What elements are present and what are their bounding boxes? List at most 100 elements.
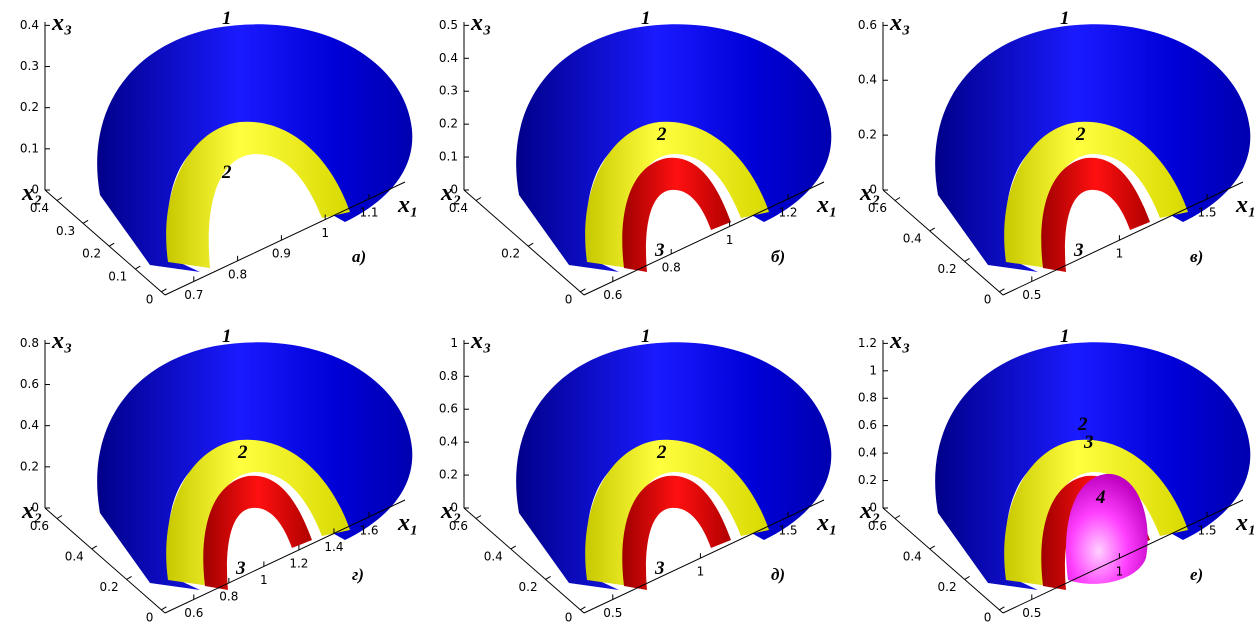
x2-tick [92, 546, 97, 549]
x3-tick-label: 0.2 [20, 459, 39, 473]
x2-tick [511, 546, 516, 549]
surface-label: 1 [1060, 326, 1070, 347]
x3-tick-label: 1.2 [858, 336, 877, 350]
surface-label: 2 [237, 442, 248, 463]
x1-tick-label: 1.1 [359, 205, 378, 219]
x2-tick [161, 607, 166, 610]
x1-tick-label: 1.2 [289, 556, 308, 570]
x2-tick-label: 0 [146, 292, 154, 306]
x2-tick [127, 576, 132, 579]
x2-tick [83, 220, 88, 223]
x3-tick-label: 0.4 [20, 18, 39, 32]
x2-tick [895, 198, 900, 201]
x3-tick-label: 0.3 [20, 59, 39, 73]
x2-tick [546, 576, 551, 579]
x2-tick [930, 546, 935, 549]
x1-tick-label: 1.5 [778, 523, 797, 537]
x1-tick-label: 1.2 [778, 205, 797, 219]
panel-letter: е) [1190, 565, 1203, 584]
x3-tick-label: 0.8 [20, 336, 39, 350]
x2-tick-label: 0.4 [65, 549, 84, 563]
x1-tick-label: 1 [726, 233, 734, 247]
x2-tick-label: 0.1 [108, 270, 127, 284]
x3-tick-label: 0.4 [858, 446, 877, 460]
x1-label: x₁ [1235, 192, 1256, 218]
surface-label: 2 [656, 124, 667, 145]
x3-tick-label: 0.1 [439, 150, 458, 164]
x1-tick-label: 0.6 [603, 288, 622, 302]
x1-tick-label: 1 [1116, 247, 1124, 261]
x3-tick-label: 0.2 [439, 468, 458, 482]
surface-label: 3 [654, 240, 665, 261]
x2-tick-label: 0 [984, 610, 992, 624]
x3-tick-label: 0.6 [439, 402, 458, 416]
x3-tick-label: 0.5 [439, 18, 458, 32]
x2-tick [135, 266, 140, 269]
x2-tick-label: 0.4 [903, 549, 922, 563]
x3-tick-label: 0.4 [20, 418, 39, 432]
x3-tick-label: 0.6 [20, 377, 39, 391]
panel-letter: г) [352, 565, 364, 584]
x2-tick [161, 289, 166, 292]
x1-tick-label: 1.5 [1197, 523, 1216, 537]
x2-tick [528, 243, 533, 246]
x3-tick-label: 0.6 [858, 18, 877, 32]
x2-tick [476, 198, 481, 201]
x2-tick-label: 0.2 [938, 262, 957, 276]
x2-tick-label: 0.2 [938, 580, 957, 594]
panel: 00.20.40.60.800.20.40.60.60.811.21.41.6x… [20, 326, 418, 624]
x1-label: x₁ [397, 510, 418, 536]
panel-letter: в) [1190, 247, 1203, 266]
x3-tick-label: 0.2 [858, 473, 877, 487]
x1-label: x₁ [1235, 510, 1256, 536]
x1-label: x₁ [816, 510, 837, 536]
x1-tick-label: 0.8 [228, 267, 247, 281]
x3-label: x₃ [470, 10, 491, 36]
x2-tick [476, 516, 481, 519]
x1-tick-label: 0.5 [1022, 606, 1041, 620]
x3-tick-label: 0.4 [858, 73, 877, 87]
x1-tick-label: 0.8 [662, 260, 681, 274]
x1-tick-label: 1.5 [1197, 205, 1216, 219]
x1-tick-label: 0.7 [184, 288, 203, 302]
x2-tick [580, 607, 585, 610]
surface-label: 2 [1075, 124, 1086, 145]
surface-label: 2 [656, 442, 667, 463]
x2-label: x₂ [440, 180, 461, 206]
x2-tick-label: 0.4 [903, 231, 922, 245]
surface-label: 3 [1073, 240, 1084, 261]
surface-label: 1 [1060, 8, 1070, 29]
x2-label: x₂ [859, 498, 880, 524]
panel-letter: б) [771, 247, 785, 266]
x3-tick-label: 0.2 [858, 128, 877, 142]
x3-tick-label: 0.6 [858, 418, 877, 432]
x2-label: x₂ [440, 498, 461, 524]
x2-tick-label: 0.2 [82, 247, 101, 261]
x2-tick [930, 228, 935, 231]
x3-tick-label: 0.4 [439, 435, 458, 449]
x1-tick-label: 0.6 [184, 606, 203, 620]
x3-label: x₃ [51, 10, 72, 36]
x2-tick [57, 198, 62, 201]
panel-letter: а) [352, 247, 366, 266]
x1-tick-label: 1.4 [324, 540, 343, 554]
x2-tick-label: 0.2 [501, 247, 520, 261]
surface-label: 2 [221, 162, 232, 183]
surface-label: 3 [235, 558, 246, 579]
x3-label: x₃ [889, 10, 910, 36]
x3-tick-label: 0.4 [439, 51, 458, 65]
x1-tick-label: 1 [1116, 565, 1124, 579]
surface-label: 1 [222, 326, 232, 347]
x3-tick-label: 0.8 [439, 369, 458, 383]
x1-tick-label: 1 [260, 573, 268, 587]
x3-label: x₃ [470, 328, 491, 354]
x1-label: x₁ [816, 192, 837, 218]
x2-tick [965, 576, 970, 579]
x3-tick-label: 0.2 [20, 100, 39, 114]
surface-label: 1 [641, 326, 651, 347]
x2-tick [965, 258, 970, 261]
x2-tick-label: 0.3 [56, 224, 75, 238]
surface-label: 3 [1083, 432, 1094, 453]
